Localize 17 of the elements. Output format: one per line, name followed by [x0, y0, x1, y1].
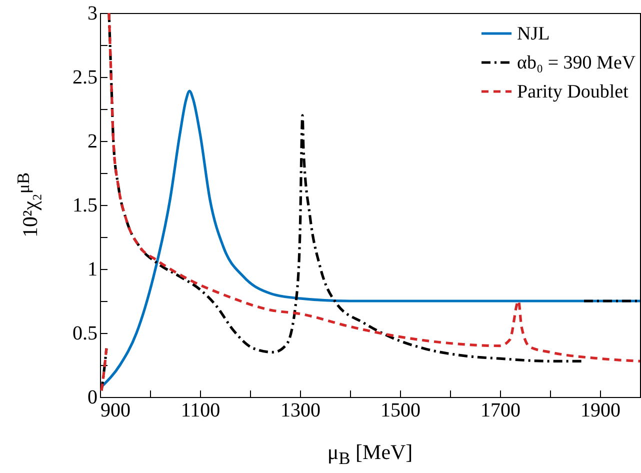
y-tick-label: 1 — [88, 258, 98, 280]
x-tick-label: 1300 — [280, 400, 320, 422]
x-tick-label: 1900 — [580, 400, 620, 422]
y-tick-label: 2.5 — [72, 66, 98, 88]
legend-label: Parity Doublet — [517, 82, 630, 102]
x-tick-label: 1100 — [180, 400, 220, 422]
y-tick-label: 0.5 — [72, 322, 98, 344]
y-tick-label: 0 — [88, 386, 98, 408]
x-axis-title: μ$_{B}$ [MeV] — [327, 440, 413, 470]
x-tick-label: 1500 — [380, 400, 420, 422]
y-tick-label: 3 — [88, 2, 98, 24]
x-tick-label: 900 — [100, 400, 130, 422]
legend-label: αb₀ = 390 MeV — [517, 52, 636, 74]
legend-label: NJL — [517, 24, 550, 44]
y-tick-label: 2 — [88, 130, 98, 152]
y-tick-label: 1.5 — [72, 194, 98, 216]
x-tick-label: 1700 — [480, 400, 520, 422]
